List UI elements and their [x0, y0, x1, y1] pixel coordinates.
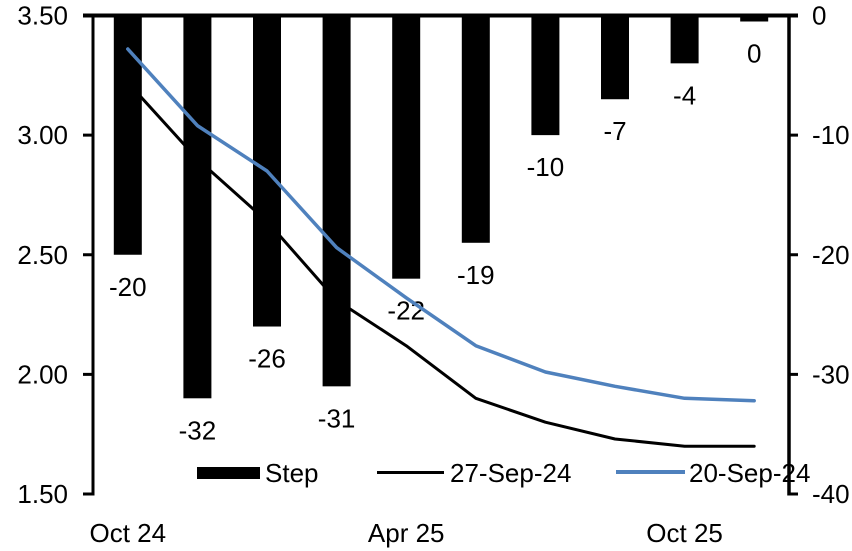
left-axis-tick-label: 1.50	[17, 479, 68, 509]
right-axis-tick-label: -40	[812, 479, 850, 509]
right-axis-tick-label: 0	[812, 1, 826, 31]
x-axis-label: Oct 25	[646, 518, 723, 548]
right-axis-tick-label: -20	[812, 240, 850, 270]
bar-data-label: 0	[747, 39, 761, 69]
x-axis-label: Oct 24	[90, 518, 167, 548]
step-bar	[113, 15, 142, 255]
bar-data-label: -19	[457, 260, 495, 290]
step-bar	[322, 15, 351, 387]
bar-data-label: -7	[603, 116, 626, 146]
bar-data-label: -22	[387, 296, 425, 326]
step-bar	[740, 15, 769, 22]
step-bar	[183, 15, 212, 399]
left-axis-tick-label: 2.00	[17, 359, 68, 389]
line-20-sep-24	[126, 47, 756, 403]
bar-data-label: -31	[318, 403, 356, 433]
bar-data-label: -20	[109, 272, 147, 302]
step-bar	[461, 15, 490, 243]
line-27-sep-24	[126, 81, 756, 448]
left-axis-tick-label: 2.50	[17, 240, 68, 270]
x-axis-label: Apr 25	[368, 518, 445, 548]
right-axis-tick-label: -30	[812, 359, 850, 389]
left-axis-tick-label: 3.00	[17, 120, 68, 150]
bar-data-label: -4	[673, 80, 696, 110]
step-bar	[601, 15, 629, 100]
bar-data-label: -32	[179, 415, 217, 445]
left-axis-tick-label: 3.50	[17, 1, 68, 31]
step-bar	[670, 15, 699, 64]
step-bar	[531, 15, 560, 136]
bar-data-label: -26	[248, 344, 286, 374]
right-axis-tick-label: -10	[812, 120, 850, 150]
step-bar	[392, 15, 421, 279]
bar-data-label: -10	[527, 152, 565, 182]
